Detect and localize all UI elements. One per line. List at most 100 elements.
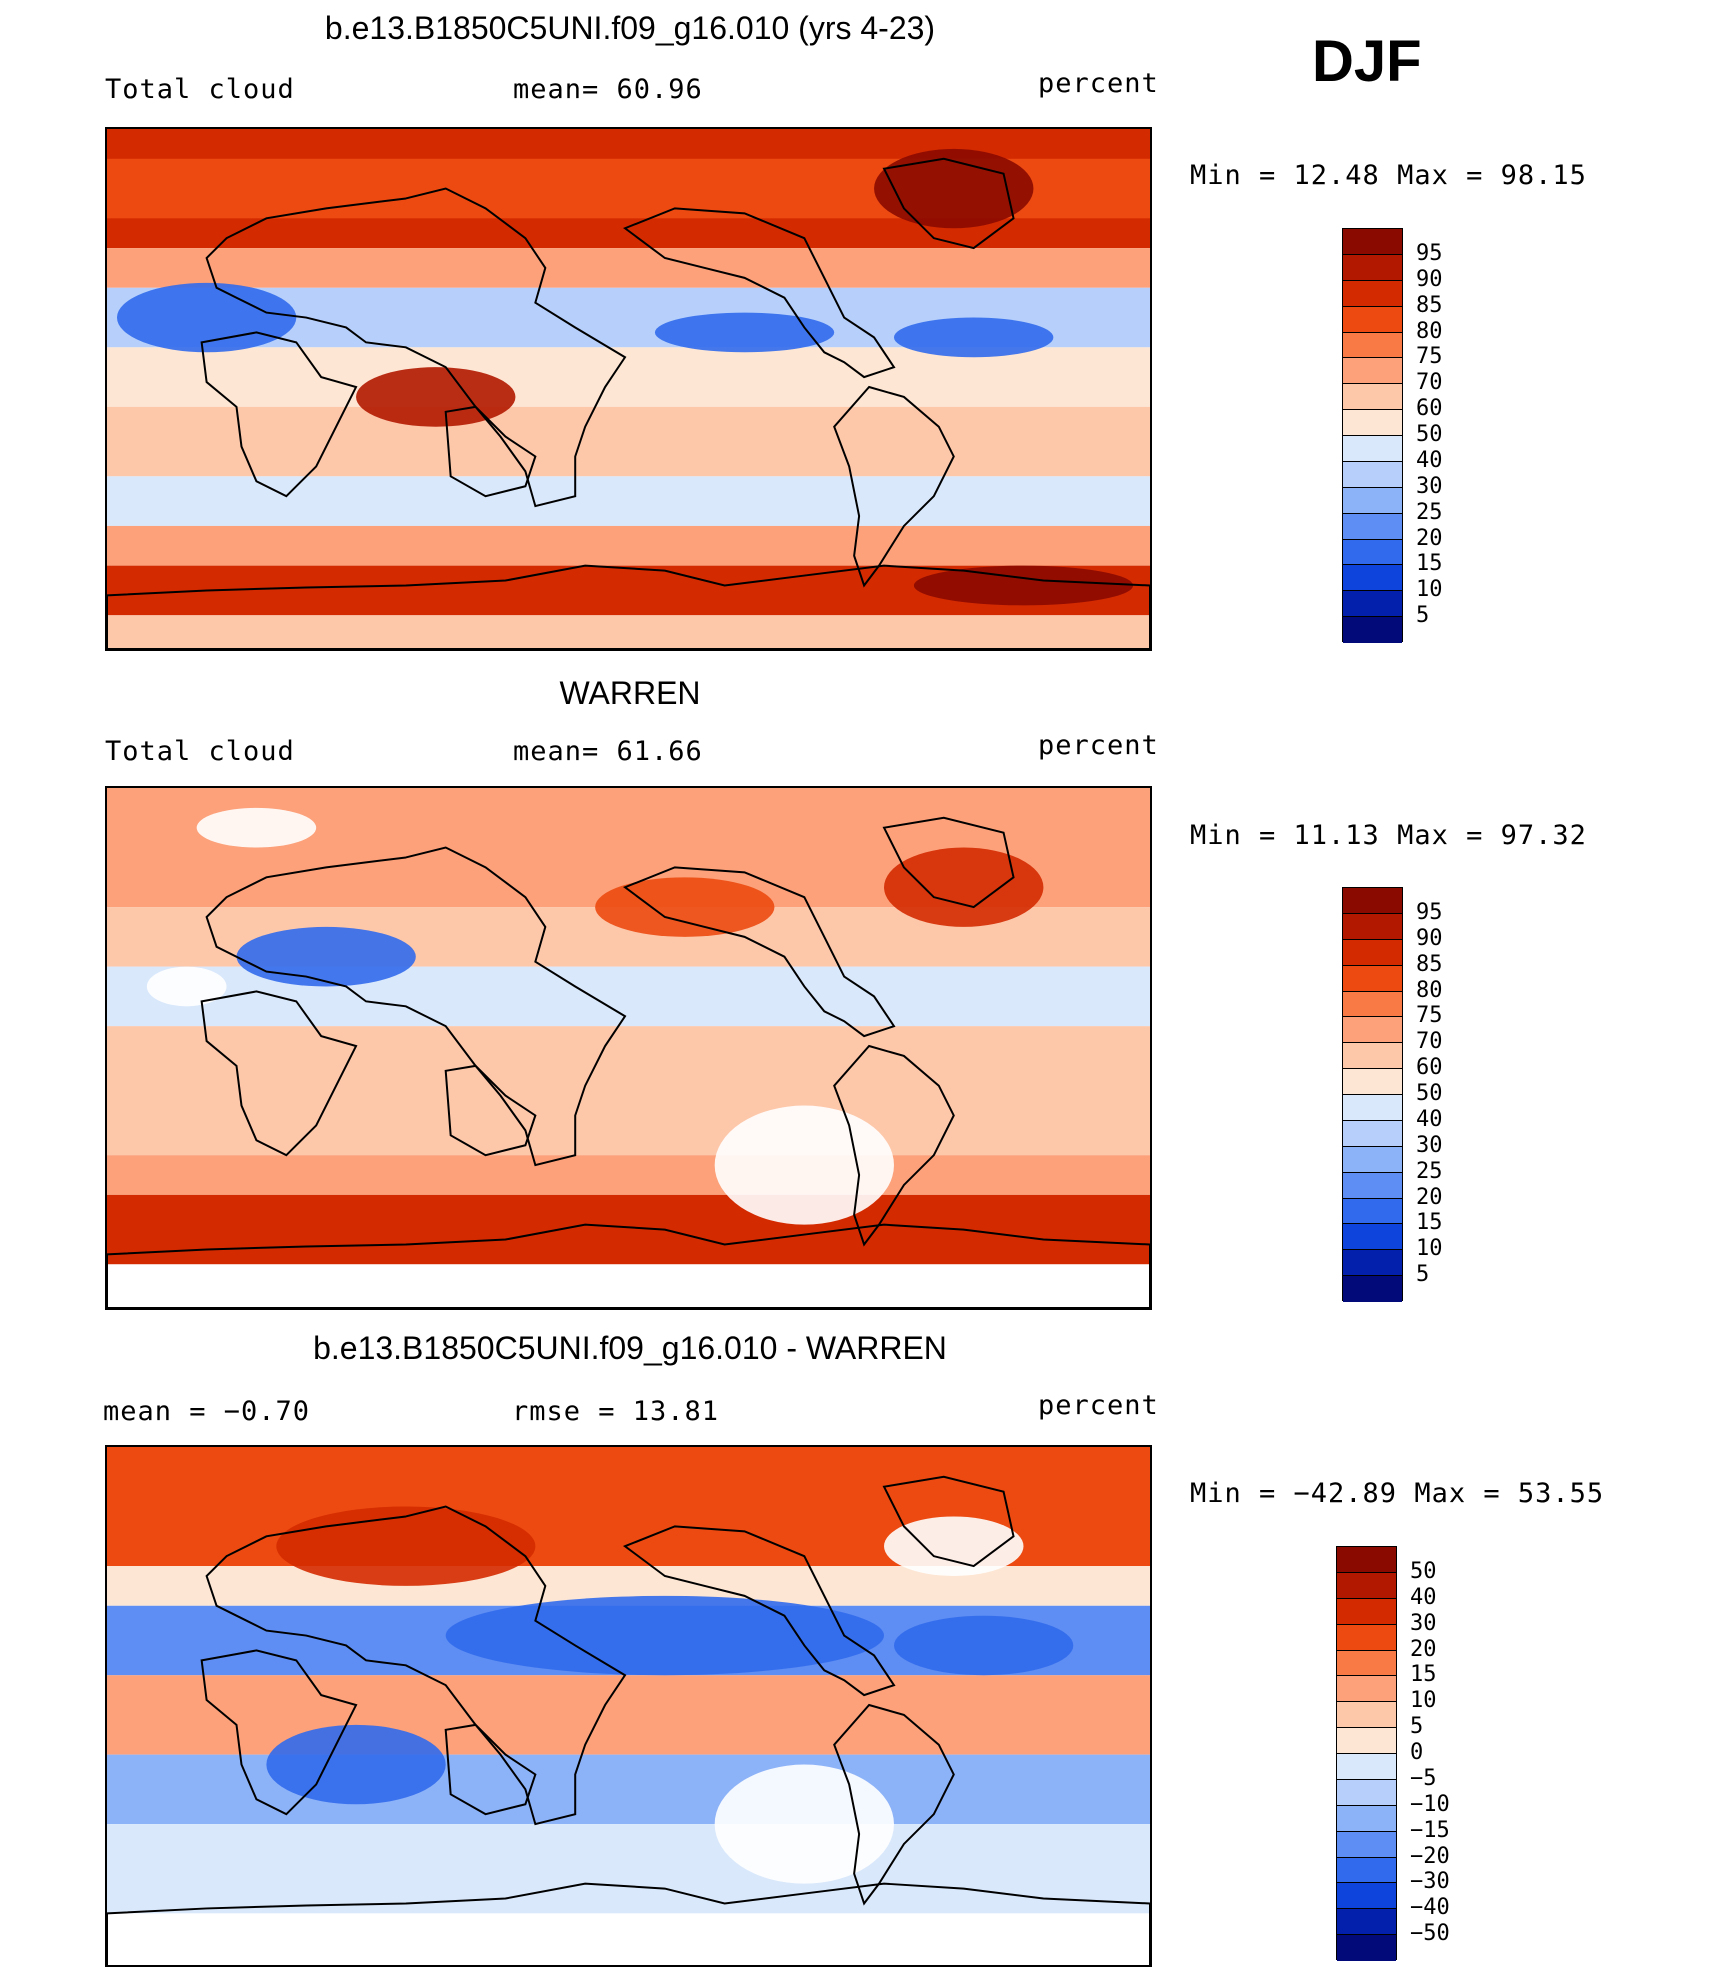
colorbar-tick-label: −30: [1410, 1869, 1450, 1895]
colorbar-tick-label: 50: [1416, 1081, 1443, 1106]
contour-region: [595, 877, 775, 937]
coastline: [444, 405, 537, 498]
colorbar-tick-label: 60: [1416, 396, 1443, 422]
mean-label: mean= 60.96: [513, 74, 703, 105]
coastline: [444, 1723, 537, 1816]
colorbar-tick-label: 40: [1416, 1106, 1443, 1132]
colorbar-tick-label: 15: [1410, 1662, 1437, 1688]
colorbar-segment: [1343, 1276, 1402, 1302]
colorbar-segment: [1343, 939, 1402, 966]
units-label: percent: [1038, 68, 1159, 99]
colorbar-segment: [1343, 1250, 1402, 1277]
coastline: [882, 1475, 1015, 1568]
colorbar-tick-label: 60: [1416, 1055, 1443, 1081]
colorbar-segment: [1337, 1702, 1396, 1729]
colorbar: [1342, 887, 1403, 1302]
coastline: [882, 157, 1015, 250]
colorbar-tick-label: 5: [1416, 603, 1430, 629]
minmax-label: Min = −42.89 Max = 53.55: [1190, 1478, 1605, 1509]
contour-region: [913, 565, 1134, 606]
contour-region: [893, 1615, 1074, 1676]
mean-label: mean= 61.66: [513, 736, 703, 767]
colorbar-tick-label: 5: [1410, 1714, 1424, 1740]
contour-band: [107, 406, 1150, 477]
colorbar-tick-label: 20: [1416, 1184, 1443, 1210]
colorbar-tick-label: 10: [1410, 1688, 1437, 1714]
contour-fill-layer: [107, 1447, 1150, 1965]
contour-region: [116, 282, 297, 353]
colorbar-segment: [1343, 991, 1402, 1018]
colorbar-segment: [1343, 539, 1402, 566]
contour-fill-layer: [107, 129, 1150, 649]
coastline: [622, 1525, 896, 1697]
coastline-layer: [107, 816, 1150, 1308]
contour-region: [266, 1724, 446, 1805]
colorbar-tick-label: 30: [1416, 1132, 1443, 1158]
colorbar-segment: [1343, 229, 1402, 255]
colorbar-segment: [1337, 1779, 1396, 1806]
colorbar: [1336, 1546, 1397, 1961]
coastline: [200, 331, 358, 498]
colorbar-tick-label: −20: [1410, 1843, 1450, 1869]
colorbar: [1342, 228, 1403, 643]
colorbar-tick-label: −40: [1410, 1895, 1450, 1921]
colorbar-tick-label: 5: [1416, 1262, 1430, 1288]
coastline: [205, 1505, 627, 1826]
world-map-svg: [107, 129, 1150, 649]
colorbar-tick-label: 25: [1416, 1158, 1443, 1184]
mean-label: mean = −0.70: [103, 1396, 311, 1427]
colorbar-tick-label: 50: [1410, 1558, 1437, 1584]
colorbar-segment: [1343, 591, 1402, 618]
colorbar-tick-label: 30: [1416, 473, 1443, 499]
colorbar-segment: [1343, 888, 1402, 914]
panel-title: WARREN: [559, 675, 701, 711]
colorbar-tick-label: 90: [1416, 266, 1443, 292]
colorbar-tick-label: 75: [1416, 344, 1443, 370]
contour-map: [105, 786, 1152, 1310]
coastline: [444, 1064, 537, 1157]
contour-region: [445, 1595, 885, 1676]
colorbar-segment: [1343, 254, 1402, 281]
contour-region: [714, 1764, 894, 1884]
contour-region: [714, 1105, 894, 1225]
colorbar-segment: [1343, 1043, 1402, 1070]
coastline: [107, 564, 1150, 649]
contour-band: [107, 1913, 1150, 1965]
colorbar-segment: [1337, 1624, 1396, 1651]
colorbar-tick-label: 30: [1410, 1610, 1437, 1636]
units-label: percent: [1038, 1390, 1159, 1421]
colorbar-segment: [1343, 513, 1402, 540]
colorbar-tick-label: 70: [1416, 1029, 1443, 1055]
colorbar-segment: [1343, 1172, 1402, 1199]
colorbar-segment: [1337, 1650, 1396, 1677]
contour-band: [107, 1754, 1150, 1825]
variable-label: Total cloud: [105, 74, 295, 105]
colorbar-segment: [1343, 1120, 1402, 1147]
coastline: [200, 1649, 358, 1816]
colorbar-segment: [1343, 1069, 1402, 1095]
coastline: [107, 1882, 1150, 1965]
colorbar-segment: [1343, 1198, 1402, 1225]
coastline: [200, 990, 358, 1157]
colorbar-tick-label: 20: [1416, 525, 1443, 551]
colorbar-tick-label: 10: [1416, 1236, 1443, 1262]
colorbar-segment: [1343, 410, 1402, 436]
contour-region: [146, 966, 227, 1007]
contour-band: [107, 476, 1150, 526]
contour-region: [893, 317, 1054, 358]
colorbar-segment: [1343, 965, 1402, 992]
contour-band: [107, 1155, 1150, 1195]
colorbar-tick-label: 50: [1416, 422, 1443, 447]
colorbar-tick-label: 85: [1416, 951, 1443, 977]
contour-region: [236, 926, 416, 987]
colorbar-segment: [1343, 617, 1402, 643]
colorbar-segment: [1337, 1805, 1396, 1832]
colorbar-tick-label: −15: [1410, 1817, 1450, 1843]
contour-region: [276, 1506, 536, 1586]
rmse-label: rmse = 13.81: [512, 1396, 720, 1427]
colorbar-segment: [1337, 1935, 1396, 1961]
colorbar-segment: [1337, 1728, 1396, 1754]
contour-band: [107, 615, 1150, 649]
units-label: percent: [1038, 730, 1159, 761]
coastline: [205, 846, 627, 1167]
